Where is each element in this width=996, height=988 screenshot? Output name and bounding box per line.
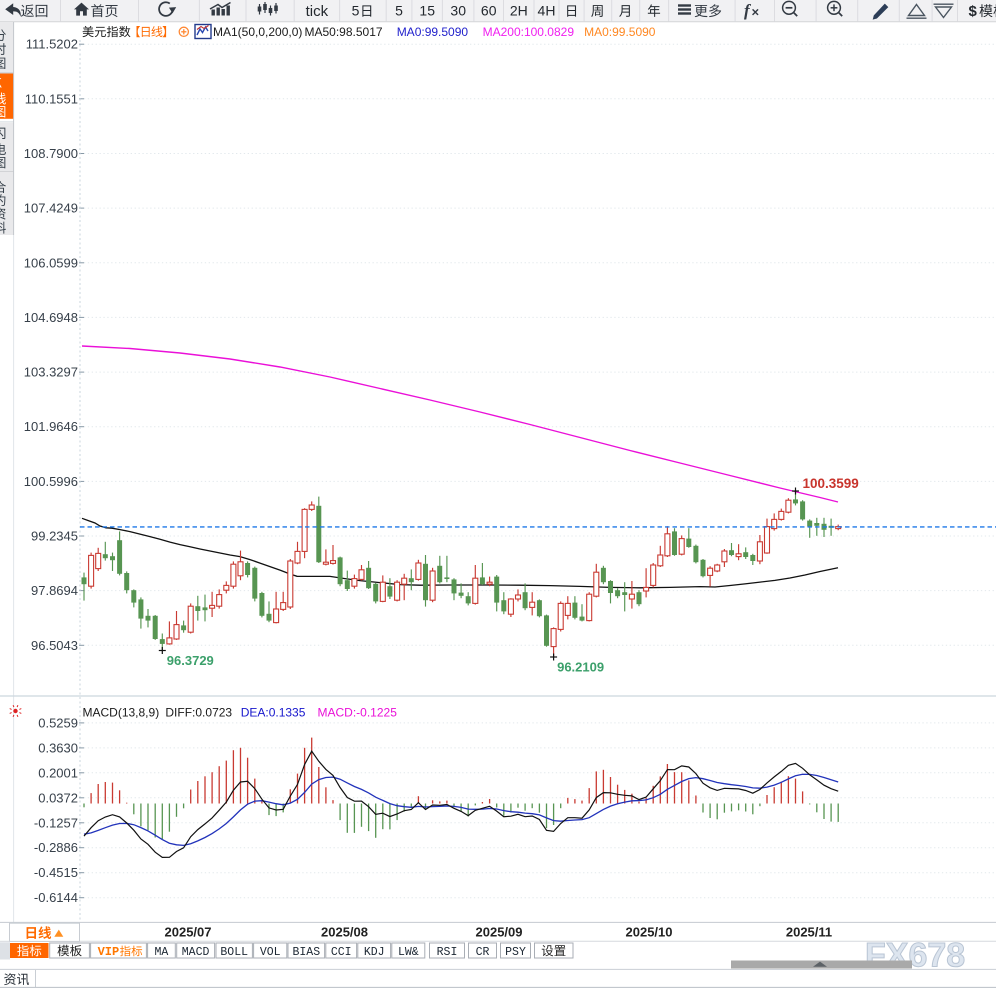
svg-text:CR: CR <box>476 946 490 959</box>
svg-text:2025/10: 2025/10 <box>626 925 673 940</box>
svg-text:100.5996: 100.5996 <box>24 474 78 489</box>
svg-text:RSI: RSI <box>437 946 458 959</box>
svg-text:MA0:99.5090: MA0:99.5090 <box>397 25 469 39</box>
svg-text:110.1551: 110.1551 <box>25 91 78 106</box>
svg-text:CCI: CCI <box>331 946 352 959</box>
svg-text:MA0:99.5090: MA0:99.5090 <box>584 25 656 39</box>
svg-text:-0.6144: -0.6144 <box>34 890 78 905</box>
svg-text:103.3297: 103.3297 <box>24 365 78 380</box>
svg-text:2025/11: 2025/11 <box>786 925 832 940</box>
svg-text:15: 15 <box>419 3 435 19</box>
svg-text:MA1(50,0,200,0): MA1(50,0,200,0) <box>213 25 302 39</box>
svg-text:0.3630: 0.3630 <box>38 740 78 755</box>
svg-text:30: 30 <box>450 3 466 19</box>
svg-text:2H: 2H <box>510 3 528 19</box>
svg-text:PSY: PSY <box>505 946 526 959</box>
svg-text:MACD: MACD <box>182 946 210 959</box>
svg-text:4H: 4H <box>538 3 556 19</box>
svg-text:MACD:-0.1225: MACD:-0.1225 <box>318 706 398 720</box>
svg-text:-0.4515: -0.4515 <box>34 865 78 880</box>
svg-text:LW&: LW& <box>398 946 419 959</box>
svg-text:2025/09: 2025/09 <box>476 925 523 940</box>
svg-text:0.5259: 0.5259 <box>38 715 78 730</box>
svg-text:96.5043: 96.5043 <box>31 638 78 653</box>
svg-text:DIFF:0.0723: DIFF:0.0723 <box>165 706 232 720</box>
svg-text:111.5202: 111.5202 <box>26 37 78 52</box>
svg-text:-0.1257: -0.1257 <box>34 815 78 830</box>
svg-text:2025/08: 2025/08 <box>321 925 368 940</box>
svg-text:107.4249: 107.4249 <box>24 201 78 216</box>
svg-text:96.2109: 96.2109 <box>557 660 604 675</box>
svg-text:-0.2886: -0.2886 <box>34 840 78 855</box>
svg-text:108.7900: 108.7900 <box>24 146 78 161</box>
svg-text:MA: MA <box>154 946 168 959</box>
svg-text:96.3729: 96.3729 <box>167 653 214 668</box>
svg-text:MA50:98.5017: MA50:98.5017 <box>305 25 383 39</box>
svg-text:tick: tick <box>306 3 329 20</box>
svg-text:BIAS: BIAS <box>292 946 320 959</box>
svg-text:0.0372: 0.0372 <box>38 790 78 805</box>
svg-text:99.2345: 99.2345 <box>31 529 78 544</box>
svg-text:$: $ <box>969 3 978 20</box>
svg-text:60: 60 <box>481 3 497 19</box>
svg-text:FX678: FX678 <box>865 937 965 975</box>
svg-text:0.2001: 0.2001 <box>38 765 78 780</box>
svg-text:104.6948: 104.6948 <box>24 310 78 325</box>
svg-text:MA200:100.0829: MA200:100.0829 <box>483 25 575 39</box>
svg-text:5: 5 <box>395 3 403 19</box>
svg-text:VIP: VIP <box>98 945 120 959</box>
svg-text:100.3599: 100.3599 <box>803 476 859 491</box>
svg-text:106.0599: 106.0599 <box>24 255 78 270</box>
svg-text:97.8694: 97.8694 <box>31 583 78 598</box>
svg-text:DEA:0.1335: DEA:0.1335 <box>241 706 306 720</box>
svg-text:×: × <box>752 5 760 20</box>
svg-text:VOL: VOL <box>260 946 281 959</box>
svg-text:5: 5 <box>352 3 360 19</box>
svg-text:101.9646: 101.9646 <box>24 419 78 434</box>
svg-text:2025/07: 2025/07 <box>165 925 212 940</box>
svg-text:KDJ: KDJ <box>364 946 385 959</box>
svg-text:MACD(13,8,9): MACD(13,8,9) <box>83 706 160 720</box>
svg-text:BOLL: BOLL <box>220 946 248 959</box>
svg-text:f: f <box>744 1 752 20</box>
